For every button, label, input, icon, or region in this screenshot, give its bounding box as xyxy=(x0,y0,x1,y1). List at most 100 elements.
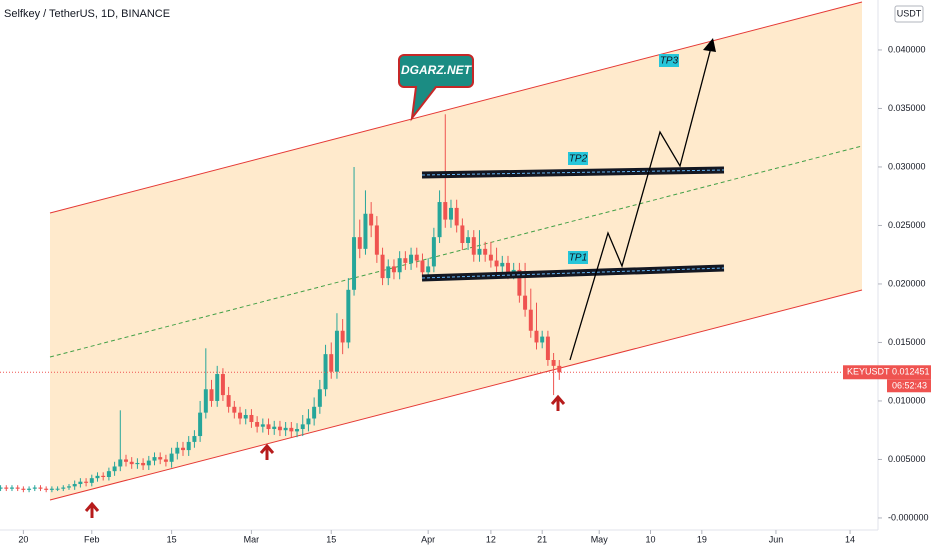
channel-upper xyxy=(49,1,863,214)
candle-body xyxy=(141,462,146,466)
candle-body xyxy=(84,481,89,483)
candle-body xyxy=(44,488,49,490)
candle-body xyxy=(49,488,54,490)
candle-body xyxy=(397,258,402,273)
tp3-label: TP3 xyxy=(660,56,679,67)
candle-body xyxy=(352,237,357,290)
y-tick-label: 0.035000 xyxy=(888,103,926,113)
candle-body xyxy=(61,487,66,489)
x-tick-label: Jun xyxy=(769,534,784,544)
candle-body xyxy=(340,330,345,343)
candle-body xyxy=(15,487,20,489)
candle-body xyxy=(466,237,471,244)
candle-body xyxy=(494,260,499,267)
currency-label: USDT xyxy=(897,8,922,18)
channel-lower xyxy=(49,289,863,501)
candles xyxy=(0,114,562,493)
tp3-box xyxy=(659,54,679,67)
candle-body xyxy=(403,258,408,263)
last-price-box xyxy=(843,365,931,380)
candle-body xyxy=(426,266,431,273)
candle-body xyxy=(203,389,208,413)
candle-body xyxy=(38,487,43,489)
candle-body xyxy=(95,475,100,479)
candle-body xyxy=(511,269,516,273)
y-tick-label: 0.005000 xyxy=(888,454,926,464)
candle-body xyxy=(66,486,71,488)
callout-text: DGARZ.NET xyxy=(401,63,473,77)
candle-body xyxy=(420,260,425,273)
candle-body xyxy=(260,424,265,427)
candle-body xyxy=(163,459,168,462)
candle-body xyxy=(243,414,248,419)
candle-body xyxy=(386,266,391,279)
candle-body xyxy=(9,487,14,489)
candle-body xyxy=(431,237,436,267)
candle-body xyxy=(306,418,311,425)
x-tick-label: 21 xyxy=(537,534,547,544)
candle-body xyxy=(0,487,3,489)
candle-body xyxy=(181,447,186,451)
x-tick-label: Mar xyxy=(244,534,260,544)
candle-body xyxy=(380,254,385,279)
candle-body xyxy=(135,462,140,465)
candle-body xyxy=(346,289,351,343)
candle-body xyxy=(323,354,328,390)
y-tick-label: 0.030000 xyxy=(888,161,926,171)
candle-body xyxy=(186,441,191,451)
candle-body xyxy=(32,487,37,489)
candle-body xyxy=(437,202,442,238)
candle-body xyxy=(545,336,550,361)
candle-body xyxy=(391,266,396,273)
candle-body xyxy=(295,429,300,432)
buy-arrow xyxy=(259,443,275,460)
channel-fill xyxy=(50,2,862,500)
candle-body xyxy=(118,459,123,467)
candle-body xyxy=(369,213,374,226)
candle-body xyxy=(454,207,459,226)
candle-body xyxy=(198,412,203,437)
candle-body xyxy=(517,269,522,296)
buy-arrow xyxy=(550,394,566,411)
tp1-box xyxy=(568,251,588,264)
candle-body xyxy=(124,459,128,462)
candle-body xyxy=(4,487,9,489)
x-tick-label: May xyxy=(591,534,609,544)
y-tick-label: 0.015000 xyxy=(888,337,926,347)
candle-body xyxy=(488,254,493,261)
candle-body xyxy=(460,225,465,244)
x-tick-label: 15 xyxy=(326,534,336,544)
candle-body xyxy=(249,414,254,423)
y-tick-label: 0.020000 xyxy=(888,278,926,288)
candle-body xyxy=(27,488,32,490)
candle-body xyxy=(540,336,545,343)
currency-box xyxy=(894,5,924,23)
candle-body xyxy=(277,426,282,431)
candle-body xyxy=(272,426,277,430)
candle-body xyxy=(448,207,453,220)
candle-body xyxy=(192,436,197,442)
candle-body xyxy=(89,478,94,483)
tp2-zone-center xyxy=(421,169,725,176)
countdown-label: 06:52:43 xyxy=(892,381,927,391)
candle-body xyxy=(477,248,482,255)
tp1-label: TP1 xyxy=(569,253,587,264)
candle-body xyxy=(500,262,505,267)
candle-body xyxy=(55,488,60,490)
candle-body xyxy=(169,453,174,462)
x-tick-label: Apr xyxy=(421,534,435,544)
last-price-label: 0.012451 xyxy=(892,367,930,377)
countdown-box xyxy=(887,379,931,393)
candle-body xyxy=(152,457,157,461)
candle-body xyxy=(101,475,106,477)
y-tick-label: 0.040000 xyxy=(888,44,926,54)
tp1-zone-center xyxy=(421,267,725,279)
candle-body xyxy=(334,330,339,372)
candle-body xyxy=(363,213,368,249)
y-tick-label: -0.000000 xyxy=(888,512,929,522)
candle-body xyxy=(505,262,510,273)
candle-body xyxy=(317,389,322,407)
x-tick-label: 10 xyxy=(646,534,656,544)
candle-body xyxy=(289,427,294,432)
x-tick-label: 14 xyxy=(845,534,855,544)
